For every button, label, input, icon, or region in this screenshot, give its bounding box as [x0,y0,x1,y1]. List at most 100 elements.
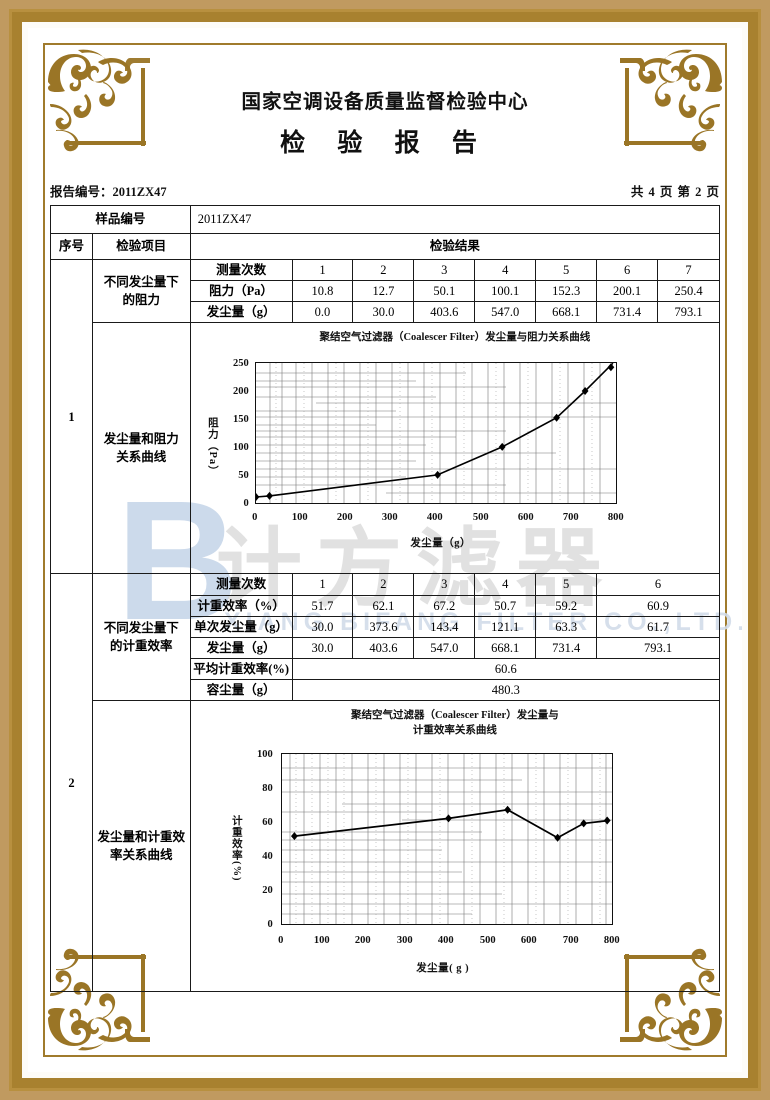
b1-resistance-2: 12.7 [352,280,415,303]
table-row-dust-total-2: 发尘量（g） 30.0 403.6 547.0 668.1 731.4 793.… [51,636,720,659]
chart-1-plot-area: 阻力（Pa） 250 200 150 100 50 0 [193,346,717,570]
b2-ds-2: 373.6 [352,615,415,638]
b2-measure-6: 6 [596,573,720,596]
chart-1-ytick-250: 250 [232,357,249,369]
chart-1-ytick-0: 0 [243,497,249,509]
b2-measure-5: 5 [535,573,598,596]
page-surface: B 计方滤器 XIANG BIFANG FILTER CO.,LTD. 国家空调… [28,28,742,1072]
b2-eff-4: 50.7 [474,594,537,617]
chart-dust-vs-resistance: 聚结空气过滤器（Coalescer Filter）发尘量与阻力关系曲线 阻力（P… [193,324,717,572]
chart-2-cell: 聚结空气过滤器（Coalescer Filter）发尘量与 计重效率关系曲线 计… [189,700,721,993]
sample-no-value: 2011ZX47 [189,205,721,234]
b2-eff-5: 59.2 [535,594,598,617]
corner-ornament-top-right-icon [616,42,728,154]
b2-eff-6: 60.9 [596,594,720,617]
table-row-sample-no: 样品编号 2011ZX47 [50,205,721,234]
b2-dt-1: 30.0 [291,636,354,659]
chart-1-xlabel: 发尘量（g） [410,537,472,549]
b2-label-capacity: 容尘量（g） [189,678,293,702]
chart-1-xtick-0: 0 [252,511,258,523]
b1-measure-3: 3 [413,258,476,282]
b2-measure-3: 3 [413,573,476,596]
row-item-2a: 不同发尘量下 的计重效率 [91,573,191,702]
b2-capacity-value: 480.3 [291,678,721,702]
column-header-seq: 序号 [50,233,93,260]
chart-1-cell: 聚结空气过滤器（Coalescer Filter）发尘量与阻力关系曲线 阻力（P… [189,322,721,575]
table-row-dust-capacity: 容尘量（g） 480.3 [51,678,721,702]
table-row-chart-2: 发尘量和计重效 率关系曲线 聚结空气过滤器（Coalescer Filter）发… [51,700,721,993]
chart-2-xtick-100: 100 [313,934,330,946]
chart-2-xtick-700: 700 [562,934,579,946]
chart-2-xtick-200: 200 [354,934,371,946]
row-item-1a: 不同发尘量下 的阻力 [91,258,191,324]
report-number: 报告编号：2011ZX47 [50,185,167,199]
chart-1-xtick-800: 800 [607,511,624,523]
b2-ds-1: 30.0 [291,615,354,638]
chart-1-xtick-200: 200 [336,511,353,523]
chart-2-xtick-500: 500 [479,934,496,946]
b2-eff-1: 51.7 [291,594,354,617]
chart-1-markers [255,362,614,501]
b2-measure-2: 2 [352,573,415,596]
inspection-result-table: 样品编号 2011ZX47 序号 检验项目 检验结果 1 不同发尘量下 [50,205,721,993]
b2-dt-5: 731.4 [535,636,598,659]
table-row-chart-1: 发尘量和阻力 关系曲线 聚结空气过滤器（Coalescer Filter）发尘量… [51,322,721,575]
b2-label-dust-total: 发尘量（g） [189,636,293,659]
b1-measure-4: 4 [474,258,537,282]
b2-average-value: 60.6 [291,657,721,681]
chart-2-xtick-800: 800 [603,934,620,946]
b1-dust-3: 403.6 [413,301,476,324]
chart-2-title: 聚结空气过滤器（Coalescer Filter）发尘量与 计重效率关系曲线 [350,710,559,737]
b1-measure-2: 2 [352,258,415,282]
column-header-result: 检验结果 [189,233,721,260]
chart-2-ylabel: 计重效率(%) [230,815,242,882]
b2-measure-4: 4 [474,573,537,596]
page-title: 检 验 报 告 [280,130,490,157]
chart-2-ytick-100: 100 [256,748,273,760]
chart-2-xtick-300: 300 [396,934,413,946]
chart-1-ytick-50: 50 [238,469,249,481]
b1-dust-6: 731.4 [596,301,659,324]
chart-2-xtick-400: 400 [437,934,454,946]
chart-1-xtick-500: 500 [472,511,489,523]
chart-dust-vs-efficiency: 聚结空气过滤器（Coalescer Filter）发尘量与 计重效率关系曲线 计… [193,702,717,990]
b2-ds-3: 143.4 [413,615,476,638]
b1-label-resistance: 阻力（Pa） [189,280,293,303]
chart-2-svg [281,753,612,924]
b2-label-dust-single: 单次发尘量（g） [189,615,293,638]
b2-dt-6: 793.1 [596,636,720,659]
b2-dt-2: 403.6 [352,636,415,659]
b1-dust-5: 668.1 [535,301,598,324]
b2-dt-3: 547.0 [413,636,476,659]
b1-resistance-3: 50.1 [413,280,476,303]
b2-measure-1: 1 [291,573,354,596]
b2-label-average: 平均计重效率(%) [189,657,293,681]
b1-measure-1: 1 [291,258,354,282]
b1-label-dust: 发尘量（g） [189,301,293,324]
b1-resistance-7: 250.4 [657,280,720,303]
table-row-measure-no-1: 1 不同发尘量下 的阻力 测量次数 1 2 3 4 5 6 7 [50,258,720,575]
b1-measure-7: 7 [657,258,720,282]
chart-1-xtick-700: 700 [562,511,579,523]
b2-dt-4: 668.1 [474,636,537,659]
b1-dust-4: 547.0 [474,301,537,324]
chart-1-canvas [254,361,617,504]
b1-resistance-1: 10.8 [291,280,354,303]
chart-1-xtick-600: 600 [517,511,534,523]
b1-measure-5: 5 [535,258,598,282]
chart-1-ytick-100: 100 [232,441,249,453]
chart-2-ytick-0: 0 [267,918,273,930]
chart-1-svg [255,362,616,503]
b2-label-efficiency: 计重效率（%） [189,594,293,617]
b2-eff-2: 62.1 [352,594,415,617]
row-item-2b: 发尘量和计重效 率关系曲线 [91,700,191,993]
chart-2-ytick-60: 60 [262,816,273,828]
chart-1-ylabel: 阻力（Pa） [206,416,218,477]
chart-1-ytick-150: 150 [232,413,249,425]
b2-ds-4: 121.1 [474,615,537,638]
chart-1-xtick-100: 100 [291,511,308,523]
b1-dust-2: 30.0 [352,301,415,324]
chart-2-canvas [280,752,613,925]
row-seq-1: 1 [50,258,93,575]
